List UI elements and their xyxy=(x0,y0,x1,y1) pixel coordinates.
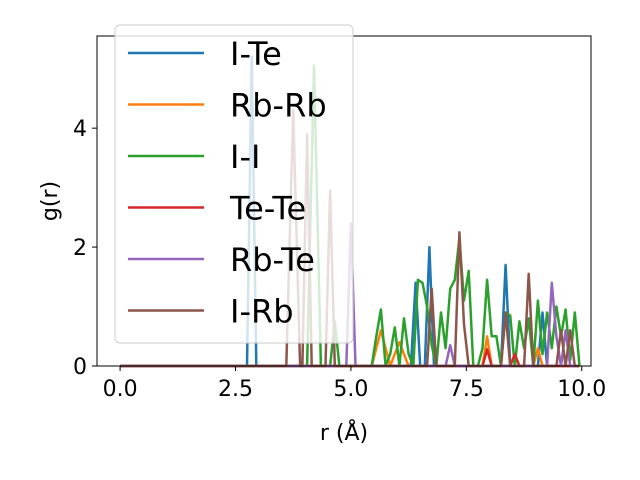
y-axis-label: g(r) xyxy=(38,181,63,221)
legend: I-Te Rb-Rb I-I Te-Te Rb-Te I-Rb xyxy=(114,24,354,344)
y-axis-ticks: 0 2 4 xyxy=(73,117,97,380)
legend-label: I-Rb xyxy=(230,293,294,331)
y-tick-label: 4 xyxy=(73,117,87,142)
x-tick-label: 7.5 xyxy=(449,377,484,402)
legend-label: I-Te xyxy=(230,35,282,73)
x-tick-label: 5.0 xyxy=(333,377,368,402)
legend-label: Te-Te xyxy=(229,190,306,228)
x-tick-label: 10.0 xyxy=(557,377,606,402)
x-tick-label: 2.5 xyxy=(218,377,253,402)
x-axis-label: r (Å) xyxy=(320,419,368,446)
legend-label: Rb-Te xyxy=(230,241,315,279)
legend-label: I-I xyxy=(230,138,260,176)
y-tick-label: 2 xyxy=(73,236,87,261)
y-tick-label: 0 xyxy=(73,355,87,380)
x-tick-label: 0.0 xyxy=(103,377,138,402)
legend-label: Rb-Rb xyxy=(230,87,327,125)
x-axis-ticks: 0.0 2.5 5.0 7.5 10.0 xyxy=(103,366,606,402)
